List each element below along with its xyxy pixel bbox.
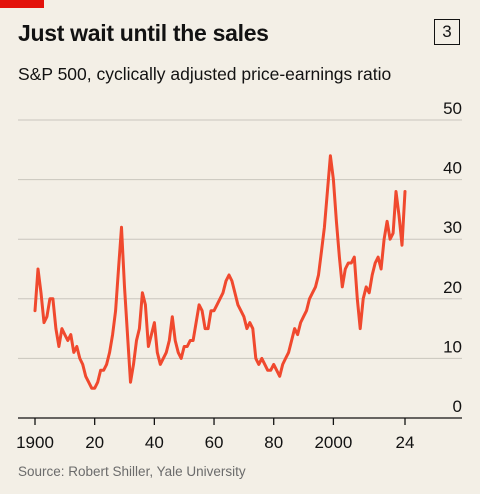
brand-red-tag [0,0,44,8]
grid-layer [18,119,462,419]
chart-title: Just wait until the sales [18,20,269,46]
x-tick-label: 20 [85,433,104,452]
series-layer [33,154,407,390]
x-tick-labels: 1900 20 40 60 80 2000 24 [16,418,414,452]
y-tick-label: 0 [453,397,462,416]
y-tick-label: 50 [443,99,462,118]
x-tick-label: 2000 [314,433,352,452]
x-tick-label: 24 [396,433,415,452]
y-tick-label: 10 [443,337,462,356]
chart-subtitle: S&P 500, cyclically adjusted price-earni… [18,64,392,84]
x-tick-label: 80 [264,433,283,452]
series-line-0 [33,154,407,390]
chart-number-badge: 3 [434,19,460,45]
y-tick-label: 20 [443,278,462,297]
y-tick-labels: 0 10 20 30 40 50 [443,99,462,416]
y-tick-label: 40 [443,159,462,178]
y-tick-label: 30 [443,218,462,237]
x-tick-label: 40 [145,433,164,452]
x-tick-label: 60 [205,433,224,452]
source-note: Source: Robert Shiller, Yale University [18,464,246,479]
x-tick-label: 1900 [16,433,54,452]
